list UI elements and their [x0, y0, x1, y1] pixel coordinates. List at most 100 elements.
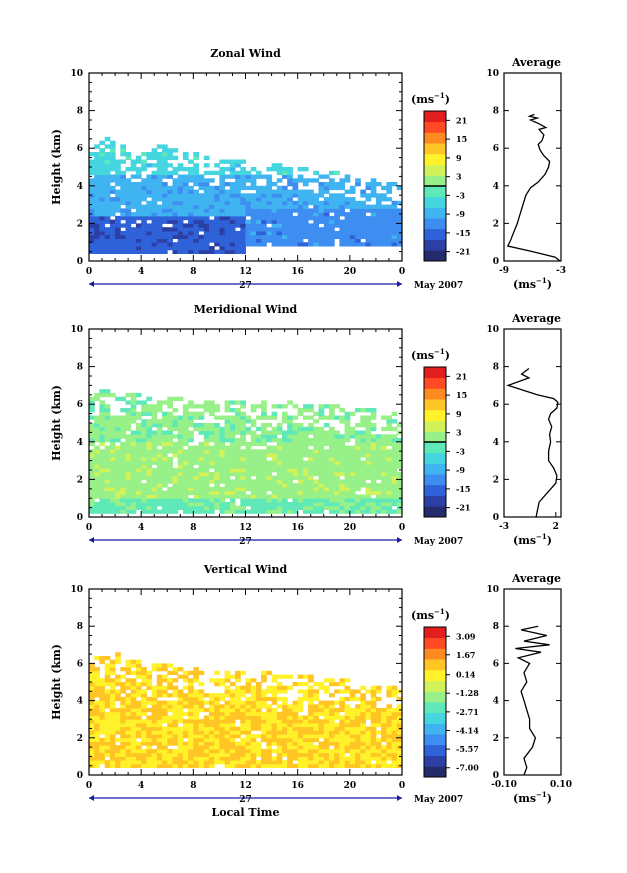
heatmap-cell	[386, 215, 393, 221]
heatmap-cell	[396, 719, 403, 724]
heatmap-cell	[391, 730, 398, 735]
heatmap-cell	[188, 737, 194, 742]
heatmap-cell	[99, 460, 106, 465]
heatmap-cell	[115, 464, 121, 469]
heatmap-cell	[386, 185, 393, 191]
heatmap-cell	[125, 494, 132, 499]
heatmap-cell	[219, 200, 226, 206]
heatmap-cell	[172, 704, 179, 709]
profile-y-tick-label: 8	[493, 107, 499, 117]
heatmap-cell	[115, 223, 121, 228]
heatmap-cell	[151, 411, 158, 416]
heatmap-cell	[276, 737, 283, 742]
heatmap-cell	[339, 696, 346, 702]
heatmap-cell	[391, 693, 398, 698]
heatmap-cell	[120, 685, 126, 690]
x-tick-label: 16	[291, 267, 304, 277]
heatmap-cell	[365, 193, 372, 198]
heatmap-cell	[386, 708, 393, 713]
heatmap-cell	[329, 426, 335, 432]
heatmap-cell	[255, 498, 262, 503]
heatmap-cell	[224, 415, 231, 420]
colorbar-tick-label: -21	[456, 503, 470, 513]
heatmap-cell	[292, 722, 299, 728]
heatmap-cell	[250, 404, 257, 409]
heatmap-cell	[302, 189, 309, 194]
heatmap-cell	[115, 219, 121, 224]
heatmap-cell	[375, 219, 382, 224]
heatmap-cell	[323, 208, 330, 213]
heatmap-cell	[141, 509, 147, 514]
heatmap-cell	[302, 234, 309, 239]
date-label: May 2007	[414, 795, 463, 805]
heatmap-cell	[297, 696, 304, 702]
heatmap-cell	[198, 468, 205, 473]
heatmap-cell	[99, 494, 106, 499]
heatmap-cell	[386, 415, 393, 420]
heatmap-cell	[344, 722, 351, 728]
heatmap-cell	[271, 502, 278, 507]
heatmap-cell	[224, 483, 231, 488]
heatmap-cell	[266, 737, 273, 742]
heatmap-cell	[386, 756, 393, 761]
heatmap-cell	[334, 471, 340, 477]
heatmap-cell	[125, 468, 132, 473]
heatmap-cell	[276, 230, 283, 236]
heatmap-cell	[94, 475, 100, 480]
heatmap-cell	[104, 426, 111, 432]
heatmap-cell	[151, 178, 158, 183]
heatmap-cell	[182, 227, 189, 232]
heatmap-cell	[156, 144, 163, 149]
heatmap-cell	[177, 502, 184, 507]
heatmap-cell	[193, 693, 199, 698]
heatmap-cell	[214, 745, 220, 750]
heatmap-cell	[355, 423, 361, 428]
heatmap-cell	[344, 438, 351, 443]
heatmap-cell	[381, 441, 387, 447]
heatmap-cell	[172, 505, 179, 510]
heatmap-cell	[224, 434, 231, 439]
heatmap-cell	[365, 419, 372, 424]
heatmap-cell	[104, 663, 111, 668]
heatmap-cell	[162, 434, 168, 439]
heatmap-cell	[245, 708, 252, 713]
heatmap-cell	[360, 505, 366, 510]
heatmap-cell	[339, 502, 346, 507]
heatmap-cell	[282, 223, 288, 228]
heatmap-cell	[297, 430, 304, 435]
heatmap-cell	[266, 730, 273, 735]
heatmap-cell	[146, 227, 153, 232]
heatmap-cell	[146, 434, 153, 439]
heatmap-cell	[89, 185, 95, 191]
heatmap-cell	[240, 722, 246, 728]
heatmap-cell	[94, 505, 100, 510]
heatmap-cell	[172, 715, 179, 720]
heatmap-cell	[365, 505, 372, 510]
heatmap-cell	[172, 434, 179, 439]
heatmap-cell	[318, 741, 325, 746]
heatmap-cell	[329, 502, 335, 507]
heatmap-cell	[172, 185, 179, 191]
heatmap-cell	[323, 415, 330, 420]
heatmap-cell	[99, 708, 106, 713]
heatmap-cell	[146, 483, 153, 488]
heatmap-cell	[271, 486, 278, 492]
heatmap-cell	[135, 445, 142, 450]
heatmap-cell	[245, 419, 252, 424]
colorbar-tick-label: 21	[456, 115, 467, 125]
heatmap-cell	[203, 453, 210, 458]
heatmap-cell	[276, 749, 283, 754]
heatmap-cell	[219, 696, 226, 702]
heatmap-cell	[156, 490, 163, 495]
heatmap-cell	[125, 670, 132, 675]
heatmap-cell	[182, 696, 189, 702]
heatmap-cell	[146, 404, 153, 409]
heatmap-cell	[323, 197, 330, 202]
heatmap-cell	[266, 445, 273, 450]
heatmap-cell	[109, 449, 116, 454]
heatmap-cell	[172, 483, 179, 488]
heatmap-cell	[203, 445, 210, 450]
profile-x-tick-label: 2	[553, 522, 559, 532]
heatmap-cell	[276, 719, 283, 724]
heatmap-cell	[360, 696, 366, 702]
